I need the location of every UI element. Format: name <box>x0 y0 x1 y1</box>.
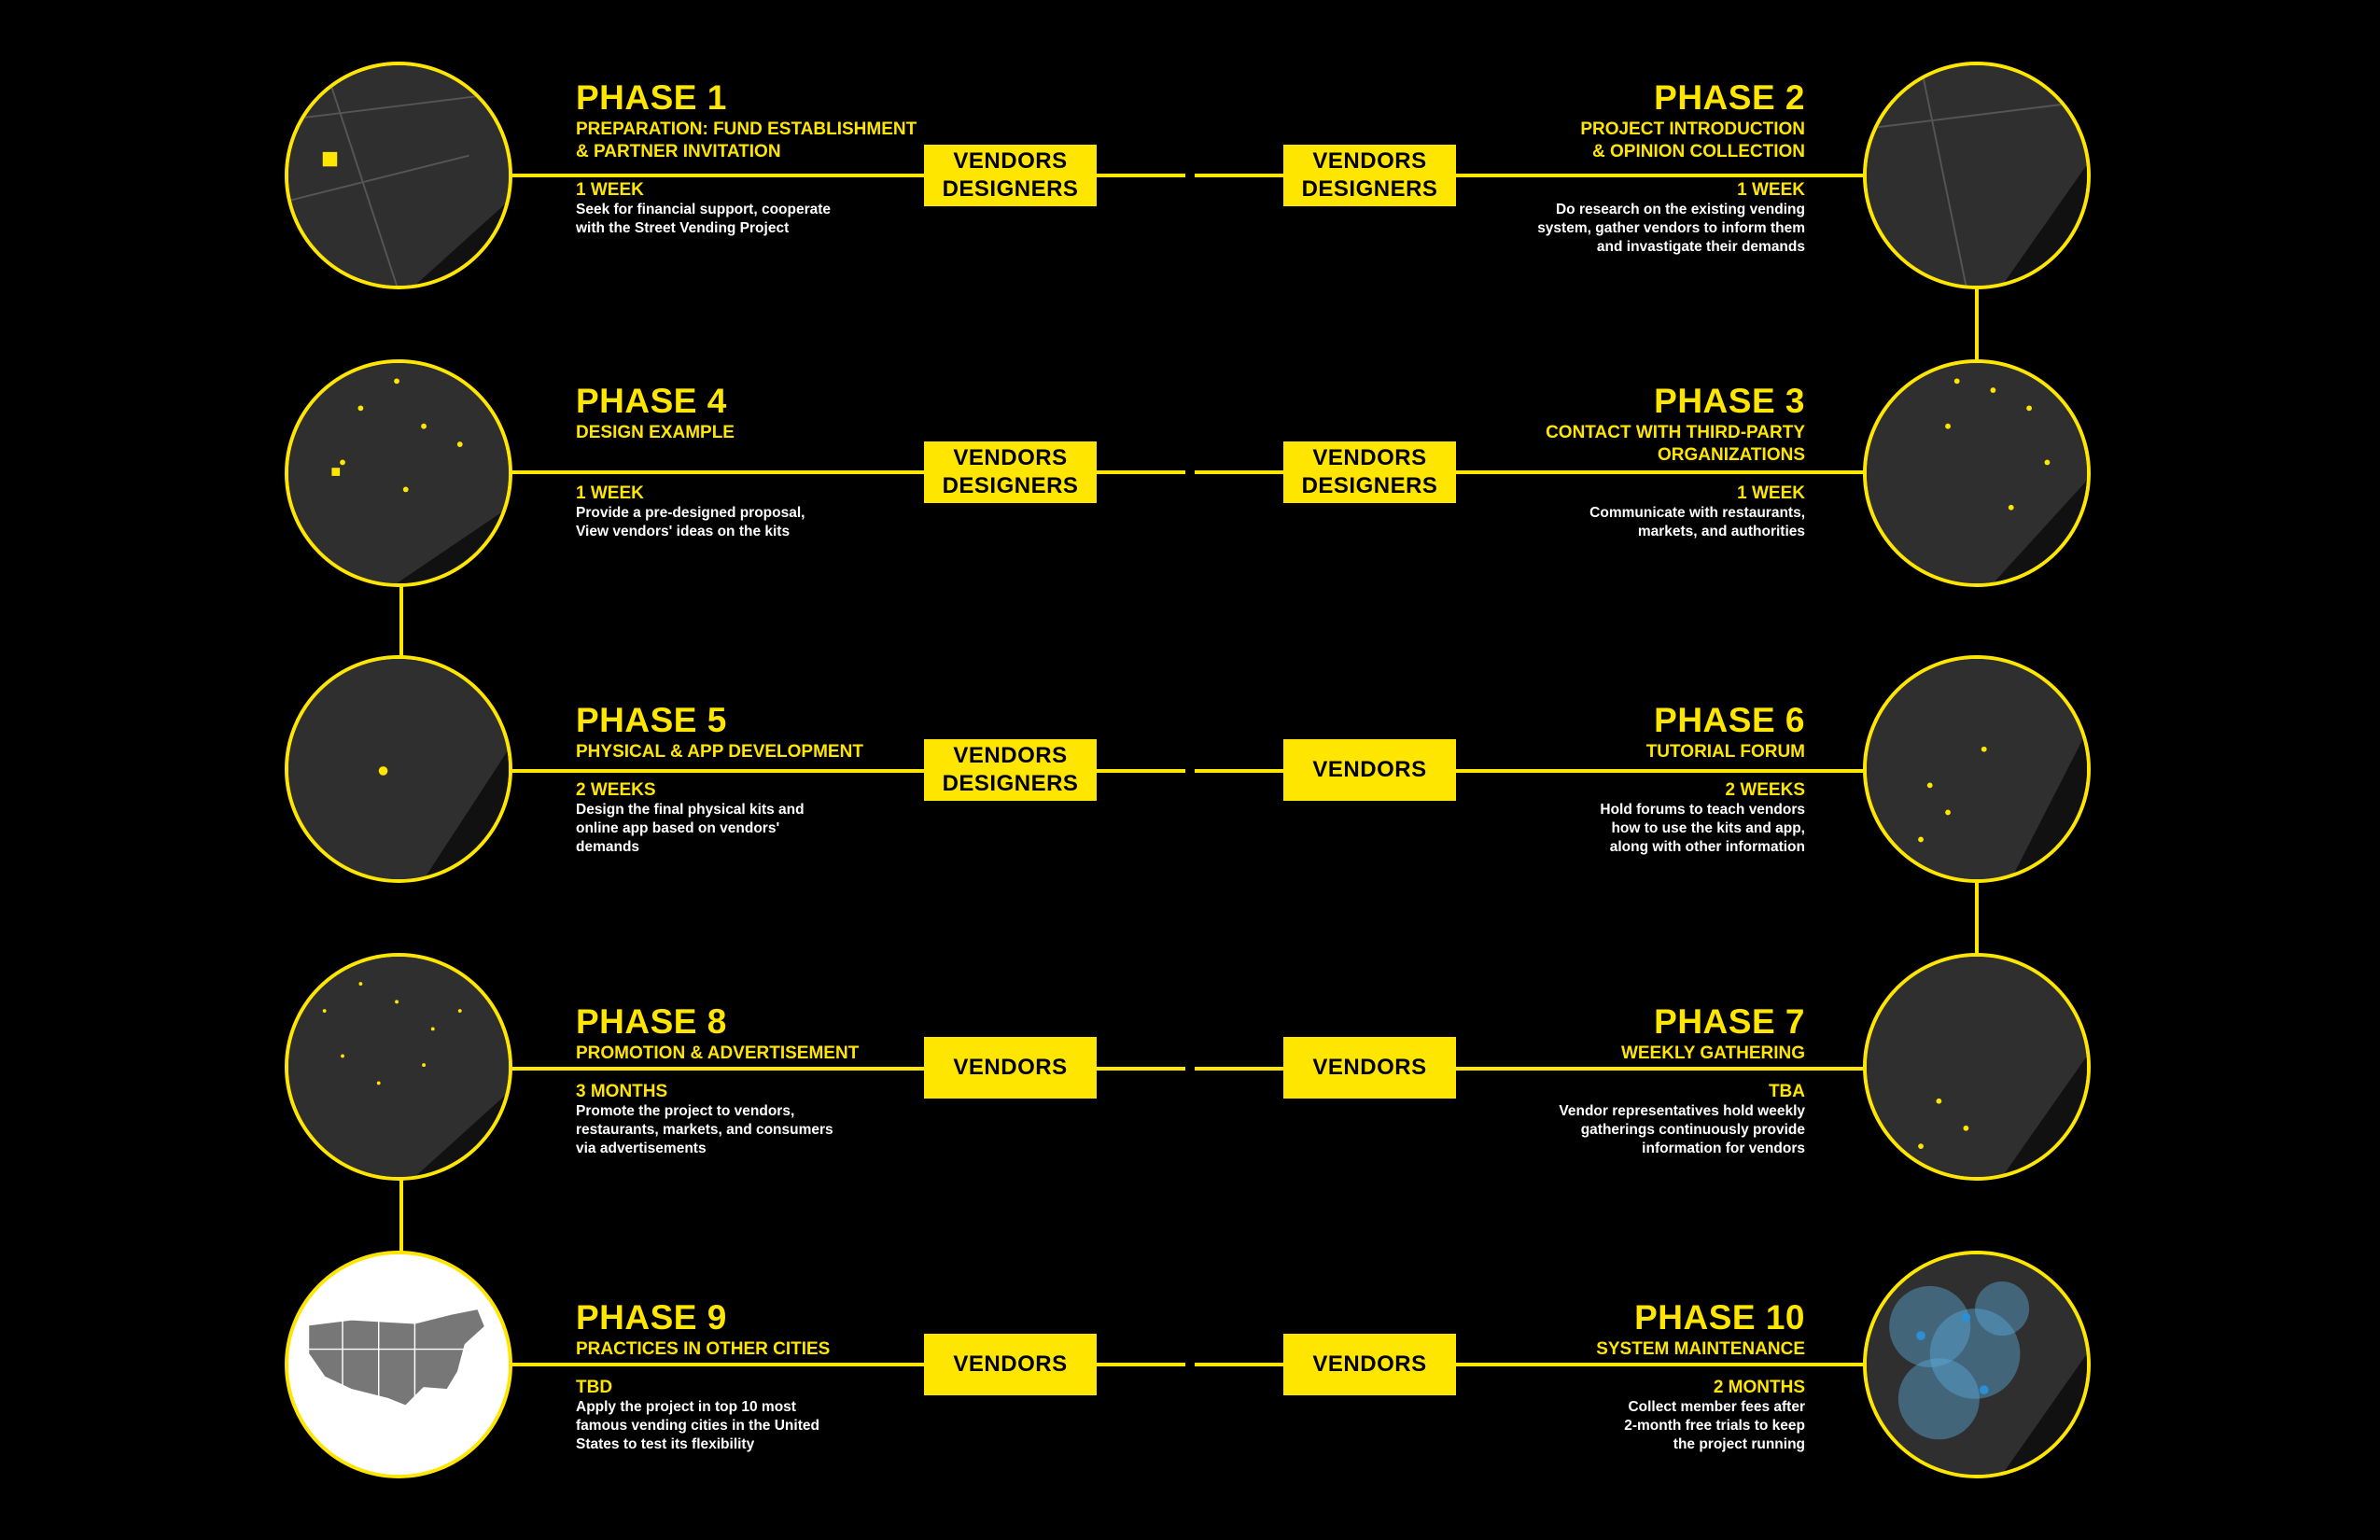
phase1-subtitle: PREPARATION: FUND ESTABLISHMENT & PARTNER… <box>576 119 917 161</box>
phase9-block: PHASE 9 PRACTICES IN OTHER CITIES TBD Ap… <box>576 1299 949 1454</box>
phase3-title: PHASE 3 <box>1654 382 1805 420</box>
phase5-description: Design the final physical kits and online… <box>576 802 805 855</box>
phase3-description: Communicate with restaurants, markets, an… <box>1589 505 1805 539</box>
phase4-map <box>285 359 512 587</box>
row5-roles-left: VENDORS <box>924 1334 1097 1395</box>
phase4-title: PHASE 4 <box>576 382 727 420</box>
phase4-description: Provide a pre-designed proposal, View ven… <box>576 505 805 539</box>
phase6-duration: 2 WEEKS <box>1725 780 1805 800</box>
phase5-block: PHASE 5 PHYSICAL & APP DEVELOPMENT 2 WEE… <box>576 702 949 857</box>
phase7-subtitle: WEEKLY GATHERING <box>1620 1043 1805 1063</box>
phase6-block: PHASE 6 TUTORIAL FORUM 2 WEEKS Hold foru… <box>1432 702 1805 857</box>
phase6-description: Hold forums to teach vendors how to use t… <box>1600 802 1805 855</box>
phase7-map <box>1863 953 2091 1181</box>
phase6-title: PHASE 6 <box>1654 701 1805 739</box>
phase10-duration: 2 MONTHS <box>1713 1378 1805 1397</box>
row1-roles-left: VENDORS DESIGNERS <box>924 145 1097 206</box>
phase8-block: PHASE 8 PROMOTION & ADVERTISEMENT 3 MONT… <box>576 1003 949 1158</box>
row3-roles-right: VENDORS <box>1283 739 1456 801</box>
phase2-title: PHASE 2 <box>1654 78 1805 117</box>
phase7-block: PHASE 7 WEEKLY GATHERING TBA Vendor repr… <box>1432 1003 1805 1158</box>
phase6-map <box>1863 655 2091 883</box>
row3-roles-left: VENDORS DESIGNERS <box>924 739 1097 801</box>
phase4-duration: 1 WEEK <box>576 483 644 503</box>
row1-roles-right: VENDORS DESIGNERS <box>1283 145 1456 206</box>
phase1-map <box>285 62 512 289</box>
phase9-usa-map <box>285 1251 512 1478</box>
phase1-block: PHASE 1 PREPARATION: FUND ESTABLISHMENT &… <box>576 79 949 238</box>
phase1-duration: 1 WEEK <box>576 180 644 200</box>
phase10-title: PHASE 10 <box>1634 1298 1805 1337</box>
phase8-duration: 3 MONTHS <box>576 1082 668 1101</box>
phase9-subtitle: PRACTICES IN OTHER CITIES <box>576 1339 831 1359</box>
phase9-title: PHASE 9 <box>576 1298 727 1337</box>
phase8-map <box>285 953 512 1181</box>
phase1-title: PHASE 1 <box>576 78 727 117</box>
phase3-map <box>1863 359 2091 587</box>
phase3-block: PHASE 3 CONTACT WITH THIRD-PARTY ORGANIZA… <box>1432 383 1805 541</box>
phase9-duration: TBD <box>576 1378 613 1397</box>
phase2-description: Do research on the existing vending syste… <box>1537 202 1805 255</box>
phase7-description: Vendor representatives hold weekly gather… <box>1559 1103 1805 1156</box>
phase6-subtitle: TUTORIAL FORUM <box>1645 742 1805 762</box>
phase8-description: Promote the project to vendors, restauran… <box>576 1103 833 1156</box>
row2-roles-left: VENDORS DESIGNERS <box>924 441 1097 503</box>
phase7-title: PHASE 7 <box>1654 1002 1805 1041</box>
phase10-description: Collect member fees after 2-month free tr… <box>1624 1399 1805 1452</box>
phase4-block: PHASE 4 DESIGN EXAMPLE 1 WEEK Provide a … <box>576 383 949 541</box>
phase1-description: Seek for financial support, cooperate wit… <box>576 202 832 236</box>
phase5-subtitle: PHYSICAL & APP DEVELOPMENT <box>576 742 863 762</box>
phase9-description: Apply the project in top 10 most famous v… <box>576 1399 819 1452</box>
phase10-subtitle: SYSTEM MAINTENANCE <box>1596 1339 1805 1359</box>
phase2-duration: 1 WEEK <box>1737 180 1805 200</box>
phase10-block: PHASE 10 SYSTEM MAINTENANCE 2 MONTHS Col… <box>1432 1299 1805 1454</box>
phase3-duration: 1 WEEK <box>1737 483 1805 503</box>
phase5-duration: 2 WEEKS <box>576 780 656 800</box>
phase10-map <box>1863 1251 2091 1478</box>
phase2-subtitle: PROJECT INTRODUCTION & OPINION COLLECTION <box>1580 119 1805 161</box>
phase7-duration: TBA <box>1768 1082 1805 1101</box>
phase3-subtitle: CONTACT WITH THIRD-PARTY ORGANIZATIONS <box>1546 423 1805 465</box>
row2-roles-right: VENDORS DESIGNERS <box>1283 441 1456 503</box>
phase4-subtitle: DESIGN EXAMPLE <box>576 423 735 442</box>
phase8-subtitle: PROMOTION & ADVERTISEMENT <box>576 1043 860 1063</box>
phase5-map <box>285 655 512 883</box>
phase5-title: PHASE 5 <box>576 701 727 739</box>
row5-roles-right: VENDORS <box>1283 1334 1456 1395</box>
phase2-map <box>1863 62 2091 289</box>
phase8-title: PHASE 8 <box>576 1002 727 1041</box>
row4-roles-left: VENDORS <box>924 1037 1097 1099</box>
row4-roles-right: VENDORS <box>1283 1037 1456 1099</box>
phase2-block: PHASE 2 PROJECT INTRODUCTION & OPINION CO… <box>1432 79 1805 257</box>
